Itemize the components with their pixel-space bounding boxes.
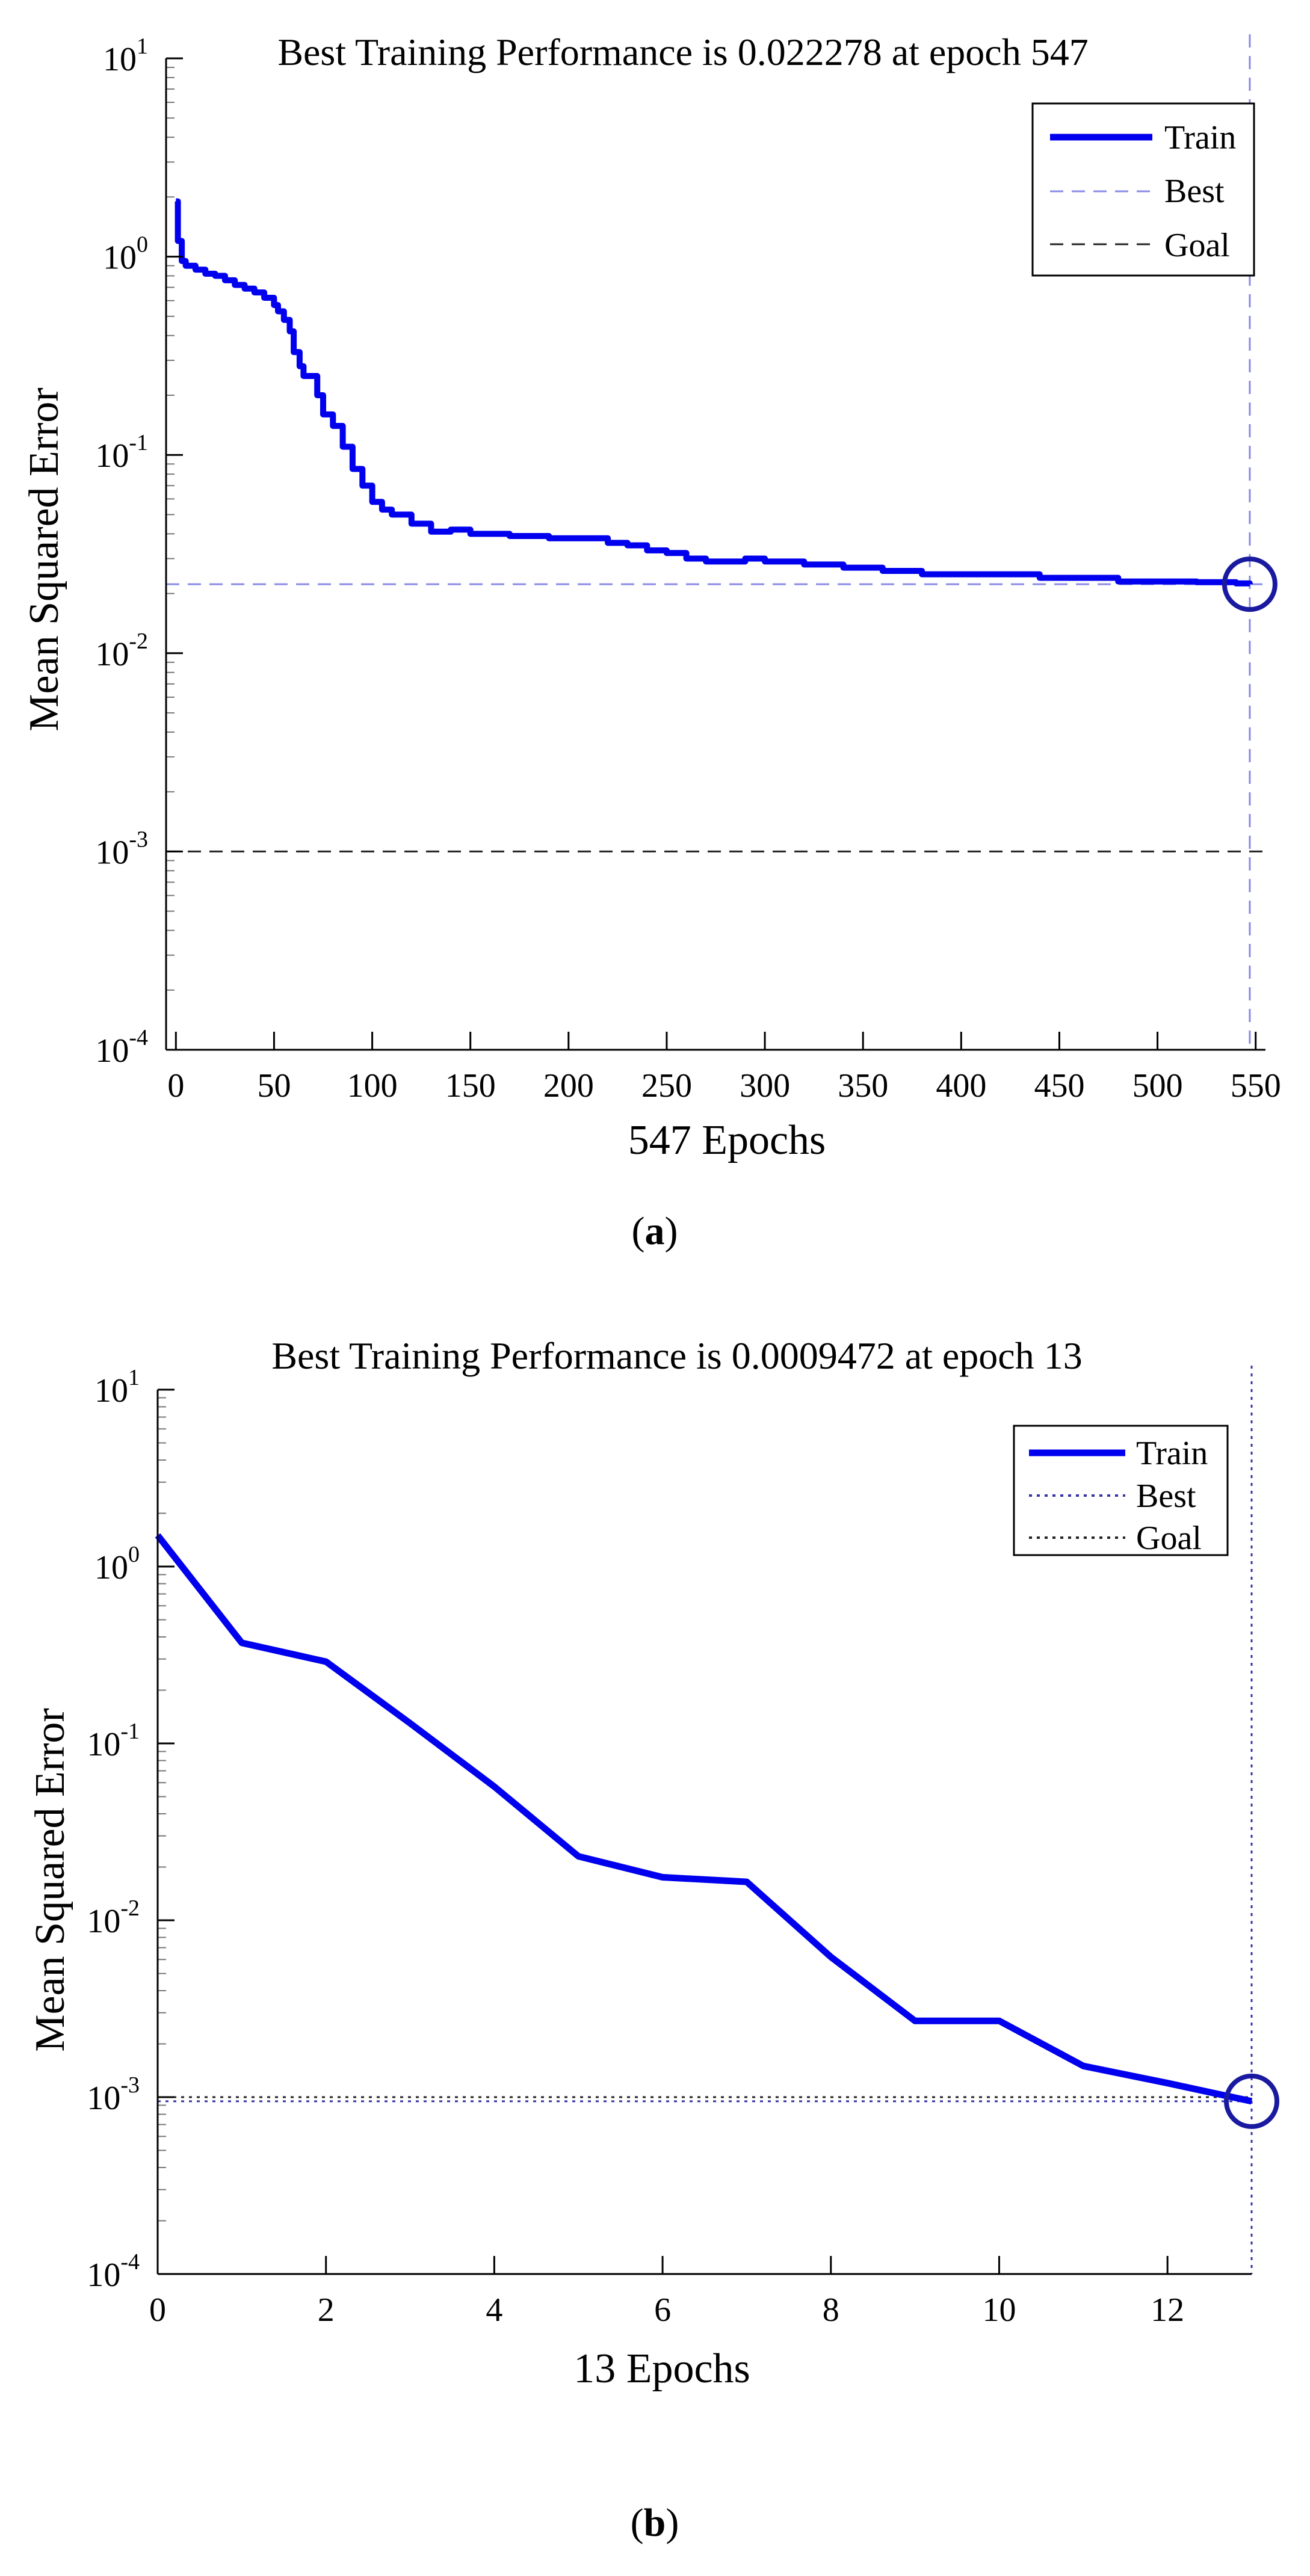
chart-a-y-tick-label: 10-4 (95, 1025, 148, 1070)
chart-b-best-marker (1224, 2073, 1279, 2129)
chart-a-x-tick-label: 0 (167, 1067, 184, 1105)
chart-b-y-tick-label: 10-2 (87, 1896, 140, 1940)
chart-b-y-tick-label: 10-1 (87, 1719, 140, 1763)
chart-b-x-tick-label: 4 (486, 2291, 502, 2329)
chart-b-legend: Train Best Goal (1013, 1425, 1229, 1557)
chart-a-x-tick-label: 150 (445, 1067, 496, 1105)
chart-a-x-tick-label: 500 (1132, 1067, 1183, 1105)
chart-a-legend-goal-label: Goal (1164, 227, 1230, 264)
chart-a-y-tick-label: 10-2 (95, 629, 148, 673)
chart-a-grid (166, 67, 175, 991)
chart-b-x-tick-label: 0 (149, 2291, 166, 2329)
chart-b: 0 2 4 6 8 10 12 101 100 10-1 10-2 10-3 10-4 Best Tr… (27, 1334, 1279, 2392)
chart-a-x-tick-label: 300 (740, 1067, 790, 1105)
chart-b-x-tick-label: 10 (982, 2291, 1016, 2329)
chart-a: 0 50 100 150 200 250 300 350 400 450 500 550 101 100… (21, 31, 1281, 1163)
chart-b-y-tick-label: 10-3 (87, 2072, 140, 2117)
chart-a-train-line (175, 198, 1253, 587)
chart-b-legend-train-label: Train (1136, 1435, 1208, 1472)
chart-b-x-tick-label: 12 (1151, 2291, 1184, 2329)
chart-a-best-lines (166, 34, 1265, 1050)
chart-a-x-tick-label: 350 (838, 1067, 888, 1105)
chart-b-y-axis-label: Mean Squared Error (27, 1708, 73, 2051)
chart-b-legend-goal-label: Goal (1136, 1520, 1202, 1557)
chart-b-title: Best Training Performance is 0.0009472 a… (271, 1334, 1082, 1377)
chart-b-grid (158, 1397, 166, 2222)
chart-a-legend: Train Best Goal (1031, 102, 1255, 277)
chart-a-y-ticks: 101 100 10-1 10-2 10-3 10-4 (95, 34, 183, 1070)
chart-b-x-tick-label: 6 (654, 2291, 671, 2329)
chart-b-y-tick-label: 101 (94, 1365, 140, 1410)
chart-a-train-series (175, 198, 1253, 587)
chart-a-x-tick-label: 450 (1034, 1067, 1084, 1105)
chart-b-train-series (155, 1533, 1253, 2105)
chart-b-legend-best-label: Best (1136, 1478, 1196, 1515)
chart-a-axes (165, 58, 1265, 1051)
chart-a-x-ticks: 0 50 100 150 200 250 300 350 400 450 500 550 (167, 1032, 1281, 1105)
chart-a-y-axis-label: Mean Squared Error (21, 387, 67, 731)
chart-b-y-ticks: 101 100 10-1 10-2 10-3 10-4 (87, 1365, 175, 2294)
chart-a-y-tick-label: 10-1 (95, 430, 148, 475)
chart-a-x-tick-label: 550 (1231, 1067, 1281, 1105)
chart-a-x-tick-label: 50 (257, 1067, 291, 1105)
chart-a-legend-train-label: Train (1164, 119, 1236, 156)
chart-b-x-tick-label: 8 (823, 2291, 839, 2329)
chart-b-x-axis-label: 13 Epochs (573, 2346, 750, 2392)
chart-b-x-ticks: 0 2 4 6 8 10 12 (149, 2256, 1184, 2329)
chart-b-train-line (155, 1533, 1253, 2105)
chart-b-best-lines (158, 1366, 1253, 2274)
chart-a-y-tick-label: 100 (103, 232, 148, 277)
chart-a-x-tick-label: 400 (936, 1067, 986, 1105)
chart-b-axes (156, 1390, 1252, 2275)
chart-a-y-tick-label: 101 (103, 34, 148, 78)
chart-a-x-tick-label: 100 (347, 1067, 398, 1105)
chart-a-legend-best-label: Best (1164, 173, 1225, 210)
chart-b-x-tick-label: 2 (318, 2291, 335, 2329)
chart-b-legend-box (1013, 1425, 1229, 1556)
chart-a-x-tick-label: 200 (543, 1067, 594, 1105)
chart-a-x-axis-label: 547 Epochs (628, 1117, 826, 1163)
chart-a-title: Best Training Performance is 0.022278 at… (277, 31, 1088, 73)
chart-b-best-point-marker (1224, 2073, 1279, 2129)
chart-a-x-tick-label: 250 (641, 1067, 692, 1105)
chart-a-best-marker (1222, 556, 1278, 612)
chart-a-y-tick-label: 10-3 (95, 827, 148, 871)
chart-a-legend-box (1031, 102, 1255, 277)
chart-b-y-tick-label: 10-4 (87, 2249, 140, 2294)
caption-b: (b) (631, 2501, 679, 2545)
chart-b-y-tick-label: 100 (94, 1542, 140, 1586)
chart-a-best-point-marker (1222, 556, 1278, 612)
caption-a: (a) (632, 1209, 678, 1253)
